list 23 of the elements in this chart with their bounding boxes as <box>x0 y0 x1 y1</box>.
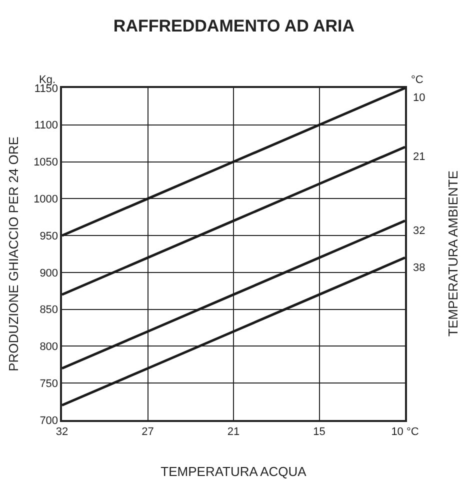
x-tick-label: 15 <box>313 426 326 438</box>
chart-title: RAFFREDDAMENTO AD ARIA <box>113 16 355 36</box>
legend-title: °C <box>411 74 424 86</box>
y-tick-label: 1100 <box>34 120 58 132</box>
y-tick-label: 950 <box>40 230 58 242</box>
y-tick-label: 900 <box>40 267 58 280</box>
series-label: 21 <box>413 151 426 163</box>
series-label: 10 <box>413 92 426 104</box>
x-tick-label: 27 <box>142 426 154 438</box>
x-tick-label: 21 <box>227 426 240 438</box>
x-tick-label: 32 <box>56 426 68 438</box>
x-axis-title: TEMPERATURA ACQUA <box>160 464 307 480</box>
y-axis-title: PRODUZIONE GHIACCIO PER 24 ORE <box>6 136 22 372</box>
y-tick-label: 850 <box>40 304 58 316</box>
y-tick-label: 800 <box>40 341 58 354</box>
series-label: 32 <box>413 225 426 237</box>
series-label: 38 <box>413 262 426 274</box>
y-tick-label: 700 <box>40 414 58 427</box>
y-tick-label: 1000 <box>34 194 58 206</box>
y-tick-label: 1050 <box>34 156 58 169</box>
y-tick-label: 750 <box>40 378 58 390</box>
x-tick-label: 10 °C <box>391 426 419 438</box>
y2-axis-title: TEMPERATURA AMBIENTE <box>446 170 460 336</box>
